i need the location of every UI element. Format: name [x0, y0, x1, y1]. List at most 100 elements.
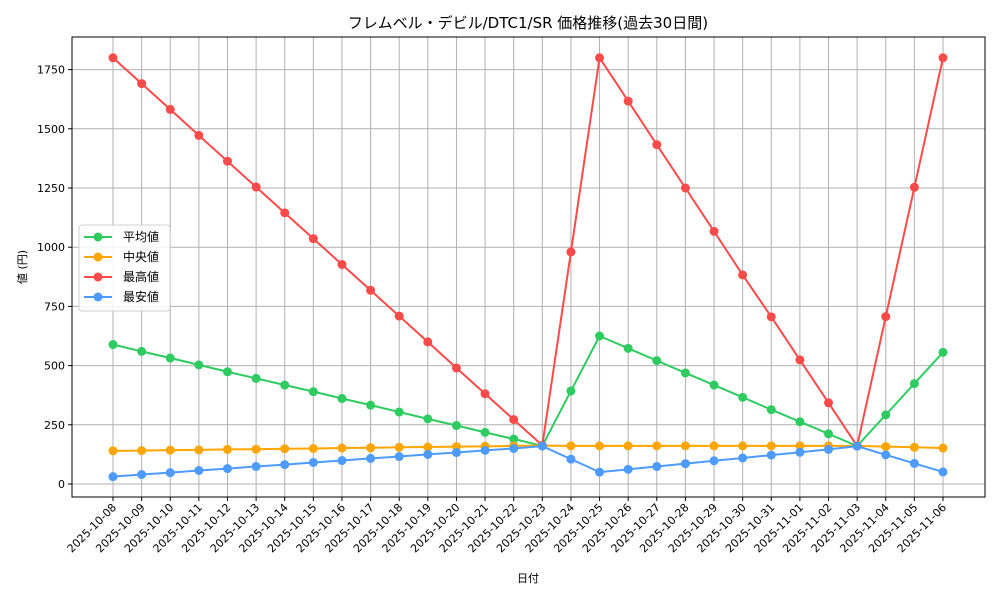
data-point [108, 472, 118, 482]
data-point [280, 380, 290, 390]
data-point [595, 467, 605, 477]
data-point [137, 79, 147, 89]
data-point [795, 441, 805, 451]
legend-item: 最高値 [84, 269, 159, 284]
data-point [623, 464, 633, 474]
data-point [824, 398, 834, 408]
legend-box [78, 224, 171, 312]
data-point [623, 343, 633, 353]
y-tick-label: 250 [44, 419, 65, 432]
data-point [222, 444, 232, 454]
data-point [337, 394, 347, 404]
data-point [480, 427, 490, 437]
legend-label: 最安値 [123, 289, 159, 304]
y-tick-label: 1250 [37, 182, 65, 195]
y-axis-label: 値 (円) [16, 250, 29, 284]
series-line [108, 441, 948, 482]
data-point [509, 415, 519, 425]
y-tick-label: 1500 [37, 123, 65, 136]
data-point [566, 247, 576, 257]
data-point [909, 442, 919, 452]
data-point [623, 441, 633, 451]
data-point [709, 226, 719, 236]
x-axis-label: 日付 [517, 572, 539, 585]
data-point [222, 464, 232, 474]
data-point [222, 367, 232, 377]
data-point [938, 53, 948, 63]
data-point [680, 441, 690, 451]
data-point [652, 356, 662, 366]
chart-title: フレムベル・デビル/DTC1/SR 価格推移(過去30日間) [348, 14, 708, 32]
data-point [451, 421, 461, 431]
data-point [881, 410, 891, 420]
data-point [165, 445, 175, 455]
data-point [738, 392, 748, 402]
data-point [652, 140, 662, 150]
data-point [480, 389, 490, 399]
series-line [108, 53, 948, 451]
data-point [766, 405, 776, 415]
grid-lines [72, 37, 985, 497]
y-axis-ticks: 0 250 500 750 1000 1250 1500 1750 [37, 64, 72, 491]
data-point [766, 450, 776, 460]
data-point [824, 429, 834, 439]
data-point [280, 208, 290, 218]
data-point [165, 353, 175, 363]
data-point [165, 104, 175, 114]
data-point [909, 458, 919, 468]
data-point [909, 182, 919, 192]
legend-label: 中央値 [123, 249, 159, 264]
data-point [366, 400, 376, 410]
data-point [394, 442, 404, 452]
y-tick-label: 1000 [37, 241, 65, 254]
data-point [852, 441, 862, 451]
data-point [824, 444, 834, 454]
data-point [423, 449, 433, 459]
data-point [509, 443, 519, 453]
data-point [251, 444, 261, 454]
data-point [938, 347, 948, 357]
data-point [709, 380, 719, 390]
data-point [766, 441, 776, 451]
data-point [280, 460, 290, 470]
data-point [795, 355, 805, 365]
data-point [566, 441, 576, 451]
data-point [251, 182, 261, 192]
series-line [108, 441, 948, 456]
data-point [709, 441, 719, 451]
data-point [480, 445, 490, 455]
data-point [366, 285, 376, 295]
data-point [423, 414, 433, 424]
data-point [537, 441, 547, 451]
data-point [194, 445, 204, 455]
data-point [566, 386, 576, 396]
data-point [881, 442, 891, 452]
data-point [795, 417, 805, 427]
y-tick-label: 500 [44, 360, 65, 373]
data-point [137, 470, 147, 480]
x-axis-ticks: 2025-10-082025-10-092025-10-102025-10-11… [65, 497, 949, 555]
data-point [194, 130, 204, 140]
data-point [308, 443, 318, 453]
legend-item: 平均値 [84, 229, 159, 244]
data-point [652, 441, 662, 451]
data-point [280, 444, 290, 454]
data-point [308, 387, 318, 397]
data-point [795, 447, 805, 457]
data-point [738, 453, 748, 463]
data-point [423, 442, 433, 452]
data-point [709, 456, 719, 466]
data-point [366, 443, 376, 453]
data-point [308, 457, 318, 467]
data-point [680, 183, 690, 193]
data-point [337, 456, 347, 466]
data-point [194, 360, 204, 370]
legend-item: 最安値 [84, 289, 159, 304]
data-point [652, 461, 662, 471]
data-point [738, 270, 748, 280]
data-point [738, 441, 748, 451]
data-point [251, 461, 261, 471]
data-point [766, 312, 776, 322]
data-point [137, 446, 147, 456]
